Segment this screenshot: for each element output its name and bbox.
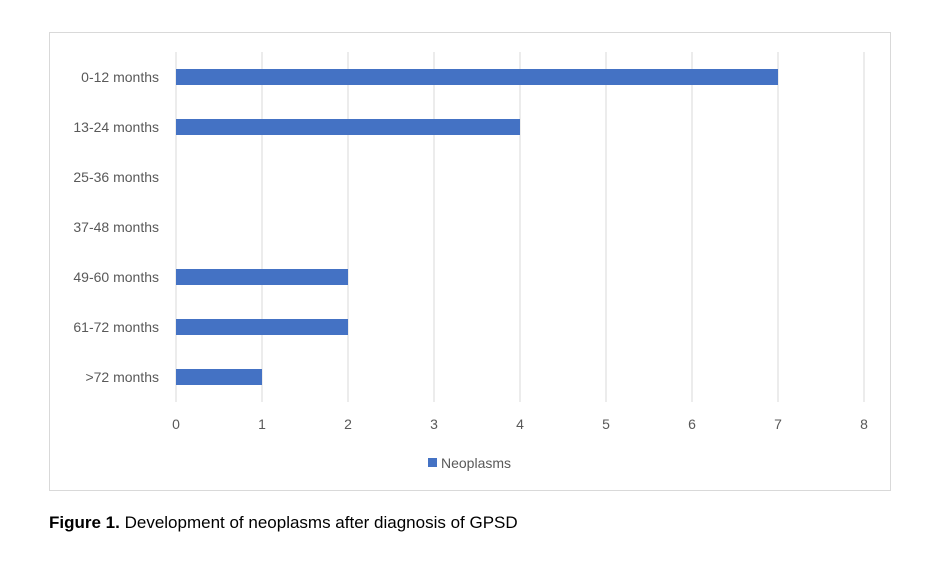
x-tick-label: 1 — [258, 416, 266, 432]
x-tick-label: 0 — [172, 416, 180, 432]
y-category-label: 0-12 months — [81, 69, 159, 85]
bar — [176, 369, 262, 385]
y-category-label: 61-72 months — [73, 319, 159, 335]
y-category-label: 37-48 months — [73, 219, 159, 235]
bar-chart: 0 1 2 3 4 5 6 7 8 0-12 months 13-24 months 25-36 mo… — [73, 52, 868, 471]
figure-caption: Figure 1. Development of neoplasms after… — [49, 513, 518, 533]
y-category-label: >72 months — [85, 369, 159, 385]
x-tick-label: 2 — [344, 416, 352, 432]
bar — [176, 269, 348, 285]
x-tick-label: 4 — [516, 416, 524, 432]
caption-label: Figure 1. — [49, 513, 120, 532]
bar — [176, 69, 778, 85]
x-tick-label: 6 — [688, 416, 696, 432]
caption-text: Development of neoplasms after diagnosis… — [119, 513, 518, 532]
x-tick-label: 8 — [860, 416, 868, 432]
bar — [176, 319, 348, 335]
y-category-label: 49-60 months — [73, 269, 159, 285]
legend-swatch — [428, 458, 437, 467]
y-category-label: 25-36 months — [73, 169, 159, 185]
legend-label: Neoplasms — [441, 455, 511, 471]
x-tick-label: 7 — [774, 416, 782, 432]
x-tick-label: 3 — [430, 416, 438, 432]
bar — [176, 119, 520, 135]
chart-frame — [49, 32, 891, 491]
x-tick-label: 5 — [602, 416, 610, 432]
y-category-label: 13-24 months — [73, 119, 159, 135]
